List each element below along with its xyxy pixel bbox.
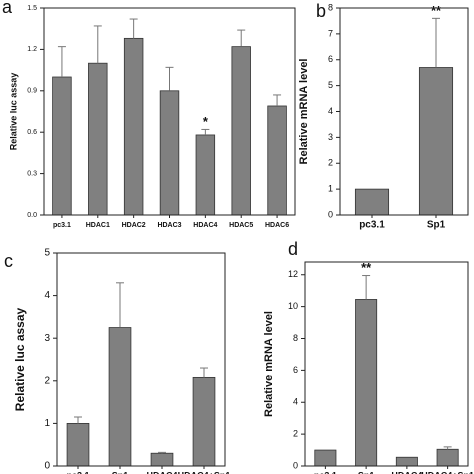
y-tick-label: 1 [328,184,333,194]
y-tick-label: 3 [44,333,50,344]
x-tick-label: pc3.1 [359,220,385,231]
x-tick-label: HDAC4 [146,470,177,474]
y-tick-label: 0.0 [27,212,37,219]
y-tick-label: 0 [44,461,50,472]
y-tick-label: 0 [328,209,333,219]
y-tick-label: 1.5 [27,5,37,12]
y-axis-label: Relative luc assay [13,307,27,411]
plot-frame [43,7,296,216]
y-tick-label: 2 [44,375,50,386]
x-tick-label: pc3.1 [53,222,71,229]
x-tick-label: Sp1 [112,470,129,474]
y-tick-label: 1.2 [27,46,37,53]
bar [354,188,390,216]
bar [314,449,337,467]
y-tick-label: 0.3 [27,170,37,177]
x-tick-label: pc3.1 [314,470,337,474]
x-tick-label: Sp1 [358,470,375,474]
plot-frame [56,252,226,467]
bar [88,62,108,216]
bar [267,105,287,216]
panel-label: b [316,1,326,21]
significance-mark: ** [431,3,442,18]
plot-frame [339,7,469,216]
x-tick-label: Sp1 [427,220,446,231]
y-tick-label: 5 [328,80,333,90]
y-tick-label: 8 [328,2,333,12]
bar [108,327,132,467]
y-axis-label: Relative mRNA level [298,59,310,165]
bar [52,76,72,216]
bar [436,448,459,467]
y-tick-label: 4 [293,397,298,407]
bar [395,456,418,467]
y-tick-label: 3 [328,132,333,142]
plot-frame [304,261,469,467]
panel-label: d [288,239,298,259]
panel-label: a [2,0,13,17]
y-tick-label: 6 [293,365,298,375]
y-tick-label: 0.6 [27,129,37,136]
panel-label: c [4,251,13,271]
y-tick-label: 8 [293,333,298,343]
y-tick-label: 4 [328,106,333,116]
y-tick-label: 4 [44,290,50,301]
x-tick-label: HDAC4 [193,222,217,229]
y-tick-label: 2 [293,429,298,439]
bar [231,46,251,216]
y-tick-label: 5 [44,248,50,259]
x-tick-label: HDAC3 [157,222,181,229]
y-tick-label: 10 [288,301,298,311]
y-tick-label: 7 [328,28,333,38]
x-tick-label: HDAC2 [122,222,146,229]
bar [123,37,144,216]
y-axis-label: Relative luc assay [8,73,18,151]
y-axis-label: Relative mRNA level [263,311,275,417]
significance-mark: * [203,114,209,129]
bar [159,90,180,216]
y-tick-label: 0.9 [27,88,37,95]
bar [192,376,216,467]
x-tick-label: HDAC1 [86,222,110,229]
y-tick-label: 2 [328,158,333,168]
x-tick-label: HDAC4+Sp1 [421,470,474,474]
significance-mark: ** [361,260,372,275]
y-tick-label: 12 [288,269,298,279]
x-tick-label: HDAC5 [229,222,253,229]
x-tick-label: HDAC6 [265,222,289,229]
bar [195,134,216,216]
x-tick-label: HDAC4+Sp1 [178,470,231,474]
y-tick-label: 6 [328,54,333,64]
bar [66,422,90,467]
bar [418,67,454,216]
bar [150,452,174,467]
y-tick-label: 0 [293,460,298,470]
x-tick-label: pc3.1 [66,470,89,474]
y-tick-label: 1 [44,418,50,429]
bar [355,299,378,467]
x-tick-label: HDAC4 [391,470,422,474]
